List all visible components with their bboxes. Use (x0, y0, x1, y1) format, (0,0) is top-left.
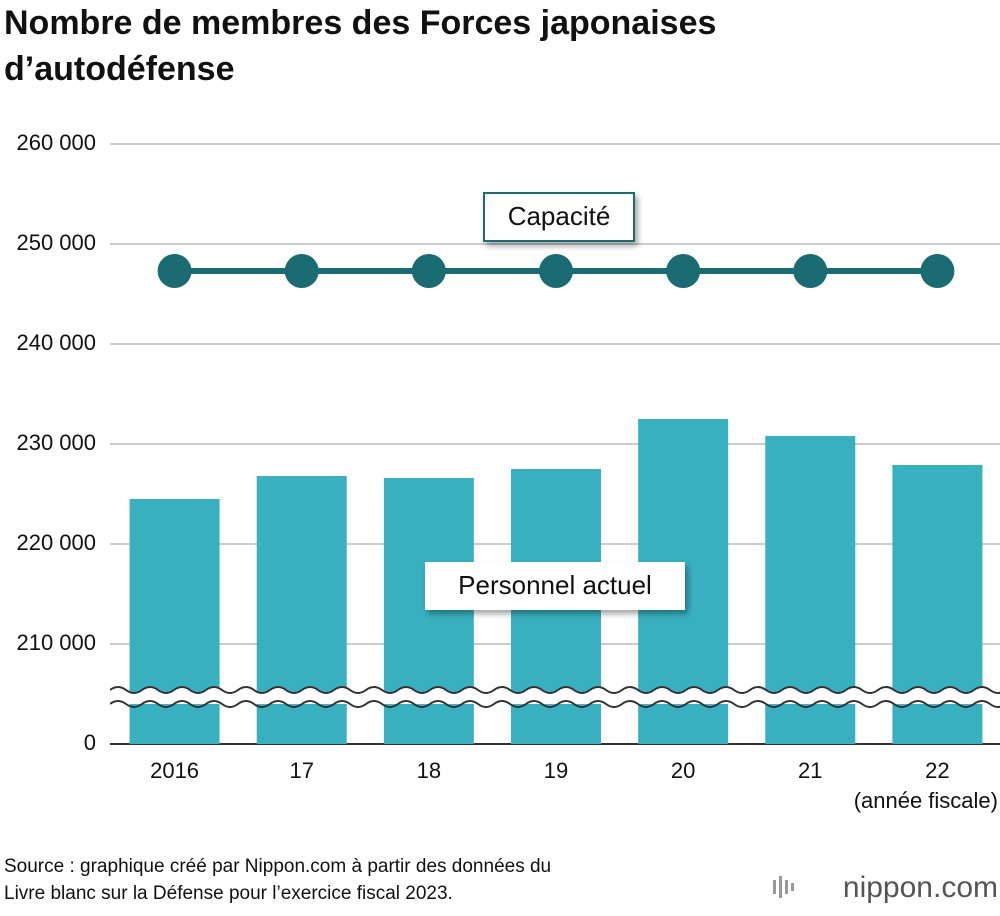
logo: nippon.com (773, 871, 998, 904)
legend-label: Capacité (483, 192, 635, 242)
axis-break (0, 680, 1000, 710)
series-label: Personnel actuel (458, 570, 652, 600)
x-tick-label: 19 (544, 758, 568, 783)
logo-text: nippon.com (843, 871, 998, 904)
source: Livre blanc sur la Défense pour l’exerci… (4, 883, 453, 904)
legend-label: Personnel actuel (425, 562, 685, 610)
y-tick-label: 240 000 (16, 330, 96, 355)
series-point (666, 254, 701, 288)
x-tick-label: 2016 (150, 758, 199, 783)
bar (129, 499, 220, 744)
series-point (920, 254, 955, 288)
series-label: Capacité (508, 201, 611, 231)
source: Source : graphique créé par Nippon.com à… (4, 856, 551, 877)
x-tick-label: 18 (417, 758, 441, 783)
series-point (539, 254, 573, 288)
y-tick-label: 230 000 (16, 430, 96, 455)
x-tick-label: 20 (671, 758, 695, 783)
chart-title: Nombre de membres des Forces japonaises (4, 4, 716, 42)
y-tick-label: 210 000 (16, 630, 96, 655)
series-point (284, 254, 319, 288)
x-tick-label: 17 (289, 758, 313, 783)
series-point (411, 254, 446, 288)
series-point (157, 254, 192, 288)
chart-title: d’autodéfense (4, 50, 234, 88)
x-tick-label: 22 (925, 758, 949, 783)
x-axis-label: (année fiscale) (854, 788, 998, 813)
series-point (793, 254, 828, 288)
y-tick-label: 260 000 (16, 130, 96, 155)
y-tick-label: 250 000 (16, 230, 96, 255)
y-tick-label: 0 (84, 730, 96, 755)
y-tick-label: 220 000 (16, 530, 96, 555)
x-tick-label: 21 (798, 758, 822, 783)
